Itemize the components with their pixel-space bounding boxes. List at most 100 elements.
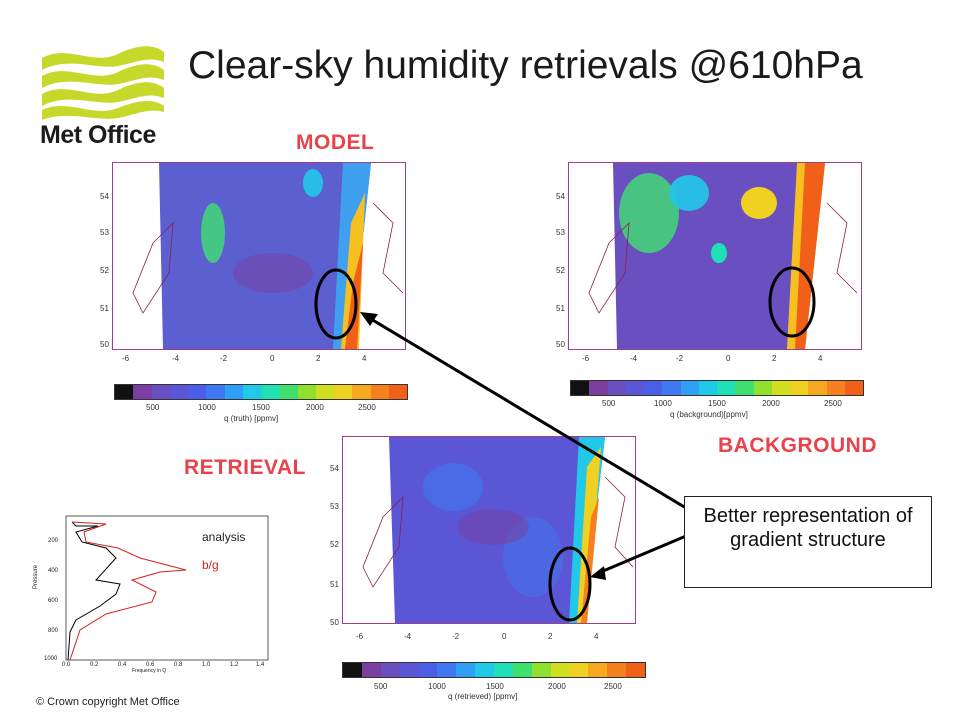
colorbar-swatch (571, 381, 590, 395)
x-tick: 0.2 (90, 662, 99, 668)
x-tick: 1.4 (256, 662, 265, 668)
cb-tick: 1000 (654, 399, 672, 408)
x-tick: 2 (548, 632, 553, 641)
retrieval-map-frame (342, 436, 636, 624)
x-tick: 2 (316, 354, 321, 363)
colorbar-swatch (625, 381, 644, 395)
cb-tick: 2000 (548, 682, 566, 691)
x-tick: 1.0 (202, 662, 211, 668)
x-tick: 0.6 (146, 662, 155, 668)
y-tick: 53 (330, 502, 339, 511)
colorbar-swatch (279, 385, 298, 399)
colorbar-swatch (753, 381, 772, 395)
cb-tick: 1000 (428, 682, 446, 691)
x-tick: -6 (122, 354, 130, 363)
y-tick: 54 (100, 192, 109, 201)
colorbar-swatch (680, 381, 699, 395)
x-tick: 0.0 (62, 662, 71, 668)
colorbar-swatch (808, 381, 827, 395)
y-tick: 52 (556, 266, 565, 275)
y-tick: 50 (330, 618, 339, 627)
x-tick: 0.8 (174, 662, 183, 668)
profile-plot-svg (65, 515, 269, 661)
colorbar-swatch (188, 385, 207, 399)
copyright: © Crown copyright Met Office (36, 696, 180, 708)
colorbar-swatch (475, 663, 494, 677)
x-axis-label: Frequency in Q (132, 668, 167, 674)
colorbar-swatch (569, 663, 589, 677)
cb-tick: 500 (146, 403, 160, 412)
colorbar-swatch (242, 385, 261, 399)
x-tick: 4 (594, 632, 599, 641)
colorbar-swatch (589, 381, 608, 395)
x-tick: 4 (362, 354, 367, 363)
y-tick: 50 (556, 340, 565, 349)
colorbar-swatch (588, 663, 608, 677)
colorbar-swatch (607, 381, 626, 395)
colorbar-swatch (169, 385, 188, 399)
colorbar-swatch (399, 663, 419, 677)
colorbar-swatch (370, 385, 389, 399)
model-map: 54 53 52 51 50 -6 -4 -2 0 2 4 500 1000 1… (96, 160, 416, 430)
y-tick: 52 (100, 266, 109, 275)
colorbar-swatch (790, 381, 809, 395)
colorbar-swatch (133, 385, 152, 399)
colorbar-swatch (352, 385, 371, 399)
retrieval-colorbar (342, 662, 646, 678)
slide-title: Clear-sky humidity retrievals @610hPa (188, 44, 863, 87)
colorbar-swatch (771, 381, 790, 395)
x-tick: 2 (772, 354, 777, 363)
x-tick: -6 (582, 354, 590, 363)
colorbar-swatch (380, 663, 400, 677)
cb-tick: 500 (602, 399, 616, 408)
colorbar-swatch (206, 385, 225, 399)
colorbar-swatch (343, 663, 362, 677)
y-tick: 50 (100, 340, 109, 349)
background-map: 54 53 52 51 50 -6 -4 -2 0 2 4 500 1000 1… (552, 160, 872, 430)
x-tick: 0 (502, 632, 507, 641)
y-tick: 800 (48, 628, 59, 634)
x-tick: -2 (452, 632, 460, 641)
colorbar-swatch (512, 663, 532, 677)
retrieval-colorbar-label: q (retrieved) [ppmv] (448, 692, 518, 701)
cb-tick: 2500 (604, 682, 622, 691)
colorbar-swatch (261, 385, 280, 399)
model-colorbar-label: q (truth) [ppmv] (224, 414, 279, 423)
colorbar-swatch (315, 385, 334, 399)
y-tick: 51 (556, 304, 565, 313)
x-tick: -2 (220, 354, 228, 363)
profile-plot: Pressure 200 400 600 800 1000 0.0 0.2 0.… (33, 510, 276, 674)
x-tick: -6 (356, 632, 364, 641)
colorbar-swatch (550, 663, 570, 677)
colorbar-swatch (607, 663, 627, 677)
y-axis-label: Pressure (33, 564, 40, 590)
model-map-frame (112, 162, 406, 350)
y-tick: 600 (48, 598, 59, 604)
x-tick: 1.2 (230, 662, 239, 668)
legend-analysis: analysis (202, 530, 246, 544)
colorbar-swatch (826, 381, 845, 395)
y-tick: 54 (330, 464, 339, 473)
model-label: MODEL (296, 131, 375, 154)
retrieval-map: 54 53 52 51 50 -6 -4 -2 0 2 4 500 1000 1… (326, 434, 656, 704)
colorbar-swatch (456, 663, 476, 677)
y-tick: 1000 (44, 656, 58, 662)
x-tick: 0 (270, 354, 275, 363)
colorbar-swatch (626, 663, 645, 677)
x-tick: -4 (172, 354, 180, 363)
x-tick: -4 (630, 354, 638, 363)
cb-tick: 2500 (358, 403, 376, 412)
cb-tick: 1500 (708, 399, 726, 408)
colorbar-swatch (297, 385, 316, 399)
colorbar-swatch (437, 663, 457, 677)
y-tick: 54 (556, 192, 565, 201)
y-tick: 51 (330, 580, 339, 589)
colorbar-swatch (151, 385, 170, 399)
y-tick: 400 (48, 568, 59, 574)
retrieval-label: RETRIEVAL (184, 456, 306, 479)
met-office-logo (38, 44, 168, 124)
background-map-frame (568, 162, 862, 350)
y-tick: 53 (556, 228, 565, 237)
colorbar-swatch (698, 381, 717, 395)
colorbar-swatch (334, 385, 353, 399)
